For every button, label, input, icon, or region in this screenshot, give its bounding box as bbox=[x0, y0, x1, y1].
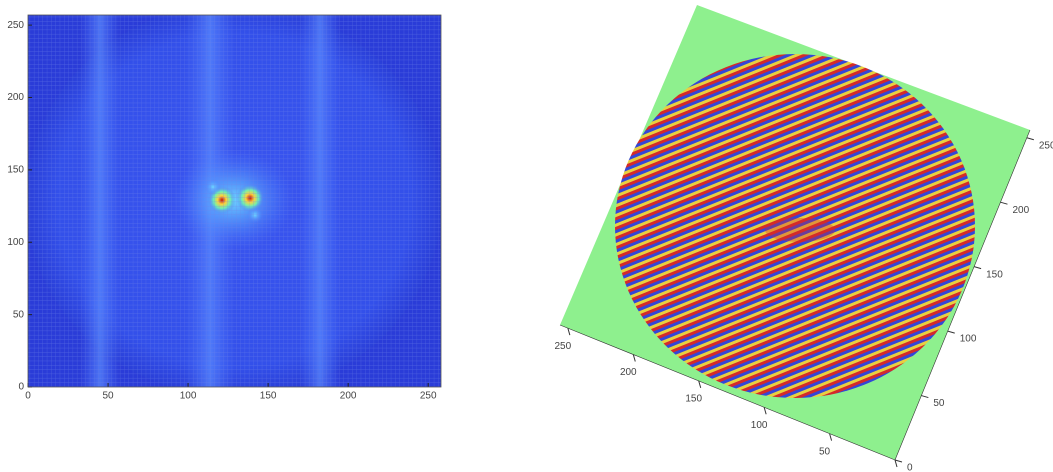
y-tick-label: 200 bbox=[7, 92, 24, 103]
x-tick bbox=[895, 460, 897, 467]
heatmap-plot bbox=[26, 4, 442, 396]
x-tick-label: 100 bbox=[180, 391, 197, 402]
y-tick bbox=[948, 331, 955, 333]
center-feature bbox=[765, 218, 835, 242]
y-tick-label: 200 bbox=[1012, 205, 1029, 216]
x-tick-label: 250 bbox=[420, 391, 437, 402]
y-tick bbox=[1027, 138, 1034, 140]
x-tick-label: 150 bbox=[260, 391, 277, 402]
heatmap-image bbox=[26, 4, 442, 396]
y-tick bbox=[974, 267, 981, 269]
x-tick bbox=[699, 381, 701, 388]
x-tick-label: 150 bbox=[685, 394, 702, 405]
surface-plot bbox=[560, 5, 1030, 460]
x-tick-label: 250 bbox=[555, 341, 572, 352]
y-tick bbox=[895, 460, 902, 462]
y-tick-label: 100 bbox=[960, 334, 977, 345]
x-tick bbox=[633, 355, 635, 362]
y-tick-label: 50 bbox=[933, 398, 945, 409]
y-tick-label: 0 bbox=[907, 463, 913, 472]
x-tick-label: 200 bbox=[340, 391, 357, 402]
x-tick-label: 100 bbox=[751, 420, 768, 431]
x-tick-label: 50 bbox=[102, 391, 114, 402]
x-tick-label: 0 bbox=[25, 391, 31, 402]
y-tick-label: 250 bbox=[1039, 140, 1053, 151]
y-tick-label: 150 bbox=[986, 269, 1003, 280]
y-tick-label: 0 bbox=[18, 382, 24, 393]
x-tick-label: 200 bbox=[620, 367, 637, 378]
x-tick bbox=[568, 328, 570, 335]
y-tick bbox=[1000, 202, 1007, 204]
y-tick-label: 100 bbox=[7, 237, 24, 248]
y-tick-label: 250 bbox=[7, 20, 24, 31]
x-tick-label: 50 bbox=[819, 446, 831, 457]
x-tick bbox=[764, 407, 766, 414]
x-tick bbox=[830, 434, 832, 441]
y-tick-label: 50 bbox=[13, 309, 25, 320]
y-tick bbox=[921, 396, 928, 398]
figure: 0 50 100 150 200 250 0 50 100 150 200 250 0 50 100 150 2… bbox=[0, 0, 1053, 472]
y-tick-label: 150 bbox=[7, 165, 24, 176]
